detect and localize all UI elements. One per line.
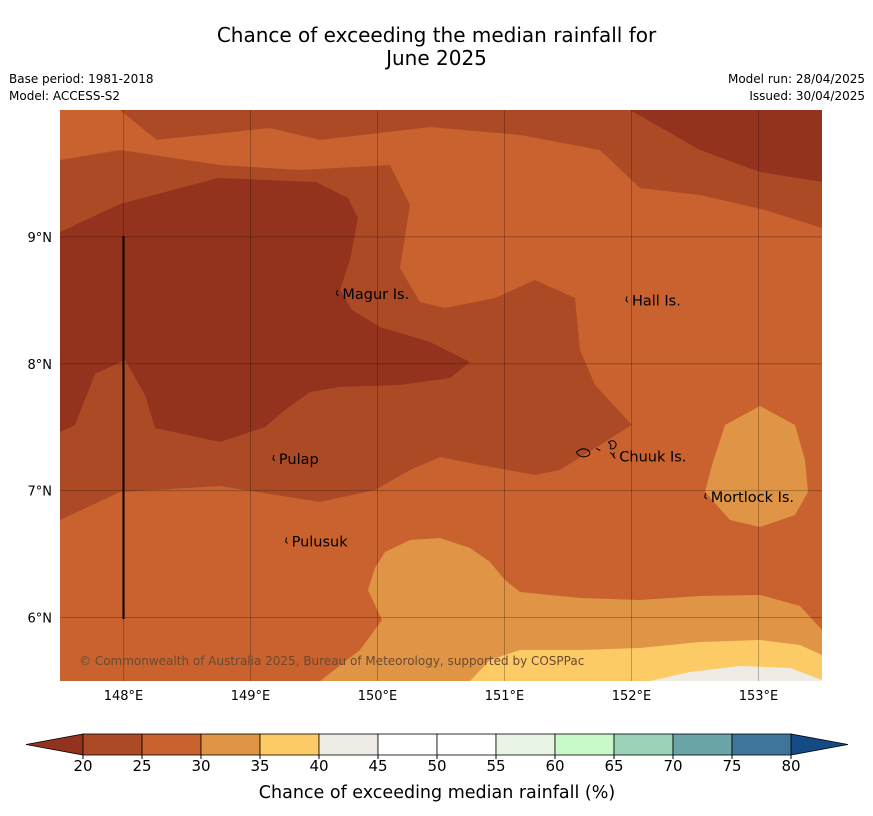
lat-tick-label: 9°N: [28, 231, 53, 246]
band-40-45-south: [650, 666, 822, 681]
colorbar: 20 25 30 35 40 45 50 55 60 65 70 75 80: [25, 733, 849, 775]
lon-tick-label: 149°E: [231, 689, 271, 704]
colorbar-segment: [731, 733, 792, 756]
place-label: Pulap: [279, 452, 319, 468]
colorbar-segment: [82, 733, 143, 756]
lat-tick-label: 6°N: [28, 612, 53, 627]
colorbar-segment: [436, 733, 497, 756]
colorbar-high-extend: [790, 733, 849, 756]
place-labels: Magur Is. Hall Is. Pulap Chuuk Is. Mortlock …: [279, 287, 794, 550]
colorbar-label: Chance of exceeding median rainfall (%): [259, 783, 615, 803]
issued-date: Issued: 30/04/2025: [749, 89, 865, 103]
band-30-35-east: [705, 406, 808, 527]
colorbar-tick-label: 55: [486, 757, 505, 775]
model-name: Model: ACCESS-S2: [9, 89, 121, 103]
colorbar-tick-label: 80: [781, 757, 800, 775]
model-run-date: Model run: 28/04/2025: [727, 72, 865, 86]
colorbar-tick-label: 20: [73, 757, 92, 775]
colorbar-segment: [377, 733, 438, 756]
latitude-tick-labels: 9°N 8°N 7°N 6°N: [28, 231, 53, 627]
title-line-1: Chance of exceeding the median rainfall …: [216, 23, 657, 47]
colorbar-segment: [259, 733, 320, 756]
gridlines: [60, 110, 822, 681]
colorbar-low-extend: [25, 733, 84, 756]
base-period: Base period: 1981-2018: [9, 72, 154, 86]
colorbar-tick-label: 40: [309, 757, 328, 775]
colorbar-segment: [672, 733, 733, 756]
colorbar-segment: [613, 733, 674, 756]
place-label: Chuuk Is.: [619, 449, 686, 465]
lat-tick-label: 7°N: [28, 485, 53, 500]
lon-tick-label: 153°E: [739, 689, 779, 704]
colorbar-tick-label: 75: [722, 757, 741, 775]
island-mark-icon: [285, 537, 288, 544]
island-mark-icon: [612, 452, 616, 459]
lon-tick-label: 152°E: [612, 689, 652, 704]
chart-title: Chance of exceeding the median rainfall …: [0, 24, 873, 70]
rainfall-map: [60, 110, 822, 681]
lon-tick-label: 151°E: [485, 689, 525, 704]
band-25-30-topleft: [60, 110, 158, 165]
place-label: Magur Is.: [342, 287, 409, 303]
chuuk-lagoon-icon: [575, 440, 617, 458]
colorbar-segment: [200, 733, 261, 756]
colorbar-tick-label: 45: [368, 757, 387, 775]
island-outlines: [272, 289, 708, 544]
colorbar-tick-label: 35: [250, 757, 269, 775]
band-below-20-northeast: [630, 110, 822, 182]
island-mark-icon: [335, 289, 339, 297]
island-mark-icon: [704, 492, 708, 500]
place-label: Pulusuk: [292, 534, 349, 550]
lon-tick-label: 150°E: [358, 689, 398, 704]
longitude-tick-labels: 148°E 149°E 150°E 151°E 152°E 153°E: [104, 689, 779, 704]
colorbar-tick-label: 60: [545, 757, 564, 775]
band-below-20: [60, 178, 470, 442]
colorbar-tick-label: 30: [191, 757, 210, 775]
colorbar-tick-label: 65: [604, 757, 623, 775]
lat-tick-label: 8°N: [28, 358, 53, 373]
place-label: Mortlock Is.: [711, 490, 794, 506]
place-label: Hall Is.: [632, 293, 681, 309]
model-info: Base period: 1981-2018 Model: ACCESS-S2: [9, 71, 154, 105]
colorbar-segment: [554, 733, 615, 756]
title-line-2: June 2025: [386, 46, 487, 70]
lon-tick-label: 148°E: [104, 689, 144, 704]
colorbar-segment: [495, 733, 556, 756]
colorbar-tick-label: 70: [663, 757, 682, 775]
island-mark-icon: [625, 296, 629, 303]
colorbar-segment: [318, 733, 379, 756]
band-20-25-north: [60, 110, 822, 228]
colorbar-tick-label: 25: [132, 757, 151, 775]
run-info: Model run: 28/04/2025 Issued: 30/04/2025: [728, 71, 865, 105]
island-mark-icon: [272, 454, 276, 462]
colorbar-tick-label: 50: [427, 757, 446, 775]
copyright-text: © Commonwealth of Australia 2025, Bureau…: [79, 654, 584, 668]
colorbar-segment: [141, 733, 202, 756]
